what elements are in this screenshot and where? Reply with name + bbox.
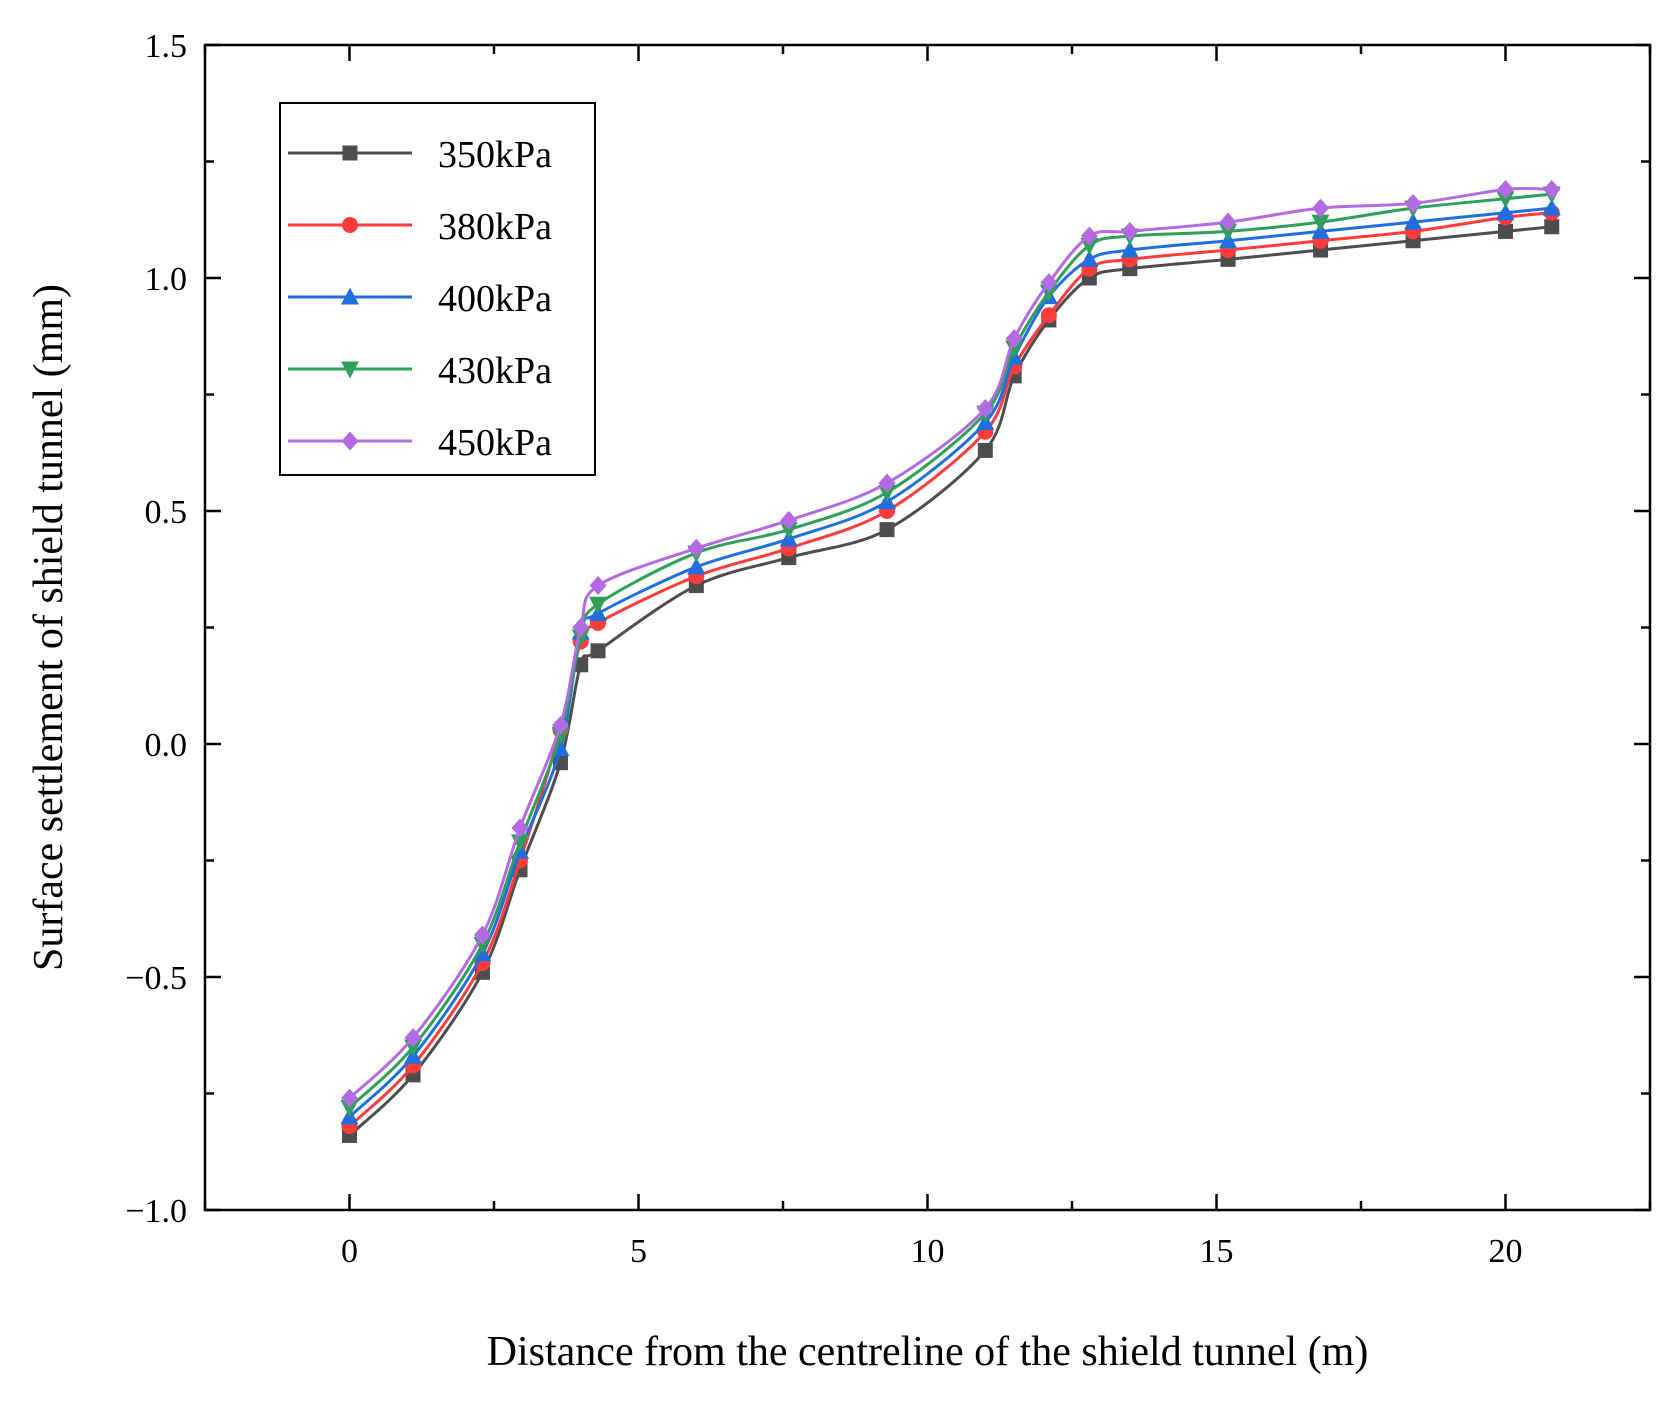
data-point [780,510,798,530]
legend-box [279,102,596,476]
x-tick-label: 0 [341,1233,358,1270]
data-point [687,557,706,575]
legend-marker [342,145,358,161]
y-tick-label: −1.0 [125,1193,187,1230]
data-point [976,398,994,418]
data-point [1496,191,1515,209]
x-tick-label: 5 [630,1233,647,1270]
y-tick-label: 0.5 [145,494,188,531]
y-tick-label: 0.0 [145,727,188,764]
data-point [341,1088,358,1108]
x-tick-label: 15 [1200,1233,1234,1270]
data-point [1219,223,1238,241]
legend-marker [341,361,359,379]
data-point [589,576,607,596]
data-point [1404,212,1423,230]
data-point [551,727,570,745]
data-point [571,629,590,647]
data-point [1311,214,1330,232]
data-point [1542,198,1561,216]
data-point [340,1099,359,1117]
series-350kPa [342,219,1560,1143]
data-point [1312,198,1330,218]
data-point [1005,329,1023,349]
legend-item: 350kPa [288,134,552,176]
data-point [551,715,569,735]
y-tick-label: −0.5 [125,960,187,997]
legend-item: 450kPa [288,422,552,464]
x-tick-label: 20 [1489,1233,1523,1270]
data-point [473,925,491,945]
legend-item: 430kPa [288,350,552,392]
y-tick-label: 1.5 [145,28,188,65]
data-point [1040,307,1057,324]
data-point [687,538,705,558]
legend-item: 400kPa [288,278,552,320]
data-point [779,522,798,540]
data-point [590,643,606,659]
x-tick-label: 10 [911,1233,945,1270]
data-point [879,522,895,538]
legend-marker [341,287,359,305]
data-point [1496,203,1515,221]
legend-label: 400kPa [438,278,552,320]
y-axis-title: Surface settlement of shield tunnel (mm) [26,284,72,971]
series-layer [340,179,1561,1143]
data-point [1121,221,1139,241]
legend-marker [342,217,358,233]
data-point [1080,226,1098,246]
data-point [1080,237,1099,255]
y-tick-label: 1.0 [145,261,188,298]
data-point [572,618,590,637]
data-point [1544,219,1560,235]
legend-label: 350kPa [438,134,552,176]
data-point [511,818,529,838]
legend-label: 430kPa [438,350,552,392]
data-point [1040,273,1058,293]
data-point [1404,193,1422,213]
data-point [1498,223,1513,239]
data-point [1219,212,1237,232]
data-point [1005,340,1024,358]
data-point [878,484,897,502]
data-point [1543,179,1561,199]
legend-marker [341,431,359,451]
data-point [589,596,608,614]
legend-label: 450kPa [438,422,552,464]
legend-label: 380kPa [438,206,552,248]
data-point [404,1028,422,1048]
series-450kPa [341,179,1561,1108]
data-point [1497,179,1514,199]
data-point [878,473,896,493]
data-point [1120,240,1139,258]
data-point [1080,249,1099,267]
x-axis-title: Distance from the centreline of the shie… [487,1329,1369,1375]
axes-layer: 0 5 10 15 20 −1.0 −0.5 0.0 0.5 1.0 1.5 [125,28,1652,1270]
legend-item: 380kPa [288,206,552,248]
legend: 350kPa 380kPa 400kPa 430kPa 450kPa [279,102,596,476]
data-point [977,442,993,458]
